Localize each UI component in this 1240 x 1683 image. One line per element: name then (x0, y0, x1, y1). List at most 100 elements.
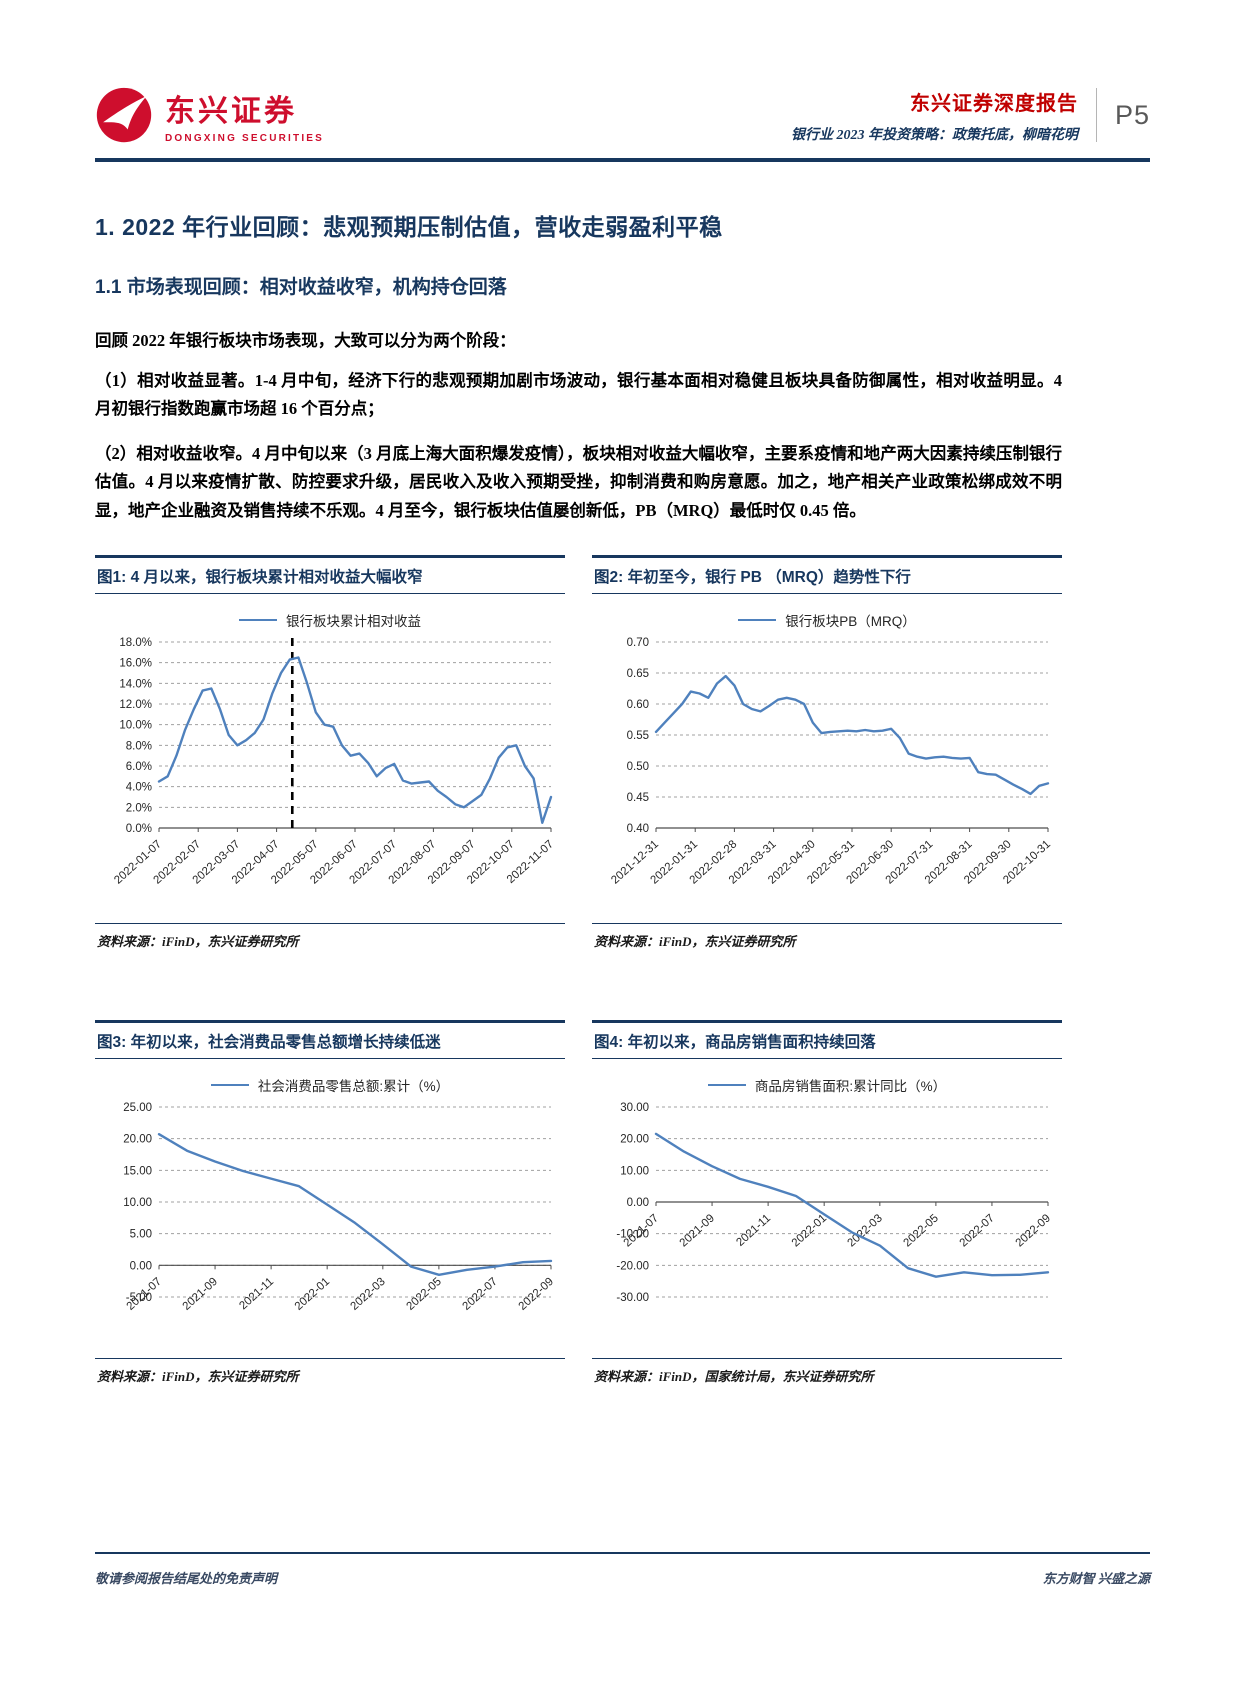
line-chart-svg: -30.00 -20.00 -10.00 0.00 10.00 20.00 30.00 202… (616, 1102, 1053, 1304)
svg-text:15.00: 15.00 (123, 1165, 152, 1177)
figure-3-legend: 社会消费品零售总额:累计（%） (95, 1075, 565, 1095)
svg-text:0.60: 0.60 (627, 699, 649, 711)
svg-text:2021-09: 2021-09 (678, 1212, 717, 1249)
svg-text:2021-11: 2021-11 (237, 1276, 276, 1313)
svg-text:16.0%: 16.0% (119, 658, 152, 670)
figure-4-title: 图4: 年初以来，商品房销售面积持续回落 (592, 1019, 1062, 1059)
footer-disclaimer: 敬请参阅报告结尾处的免责声明 (95, 1571, 278, 1586)
svg-text:4.0%: 4.0% (126, 782, 152, 794)
figure-4-legend: 商品房销售面积:累计同比（%） (592, 1075, 1062, 1095)
section-title: 1. 2022 年行业回顾：悲观预期压制估值，营收走弱盈利平稳 (95, 214, 723, 240)
report-subtitle: 银行业 2023 年投资策略：政策托底，柳暗花明 (790, 127, 1078, 143)
paragraph-2: （2）相对收益收窄。4 月中旬以来（3 月底上海大面积爆发疫情），板块相对收益大… (95, 443, 1062, 520)
brand: 东兴证券 DONGXING SECURITIES (95, 86, 324, 144)
figure-4-source: 资料来源：iFinD，国家统计局，东兴证券研究所 (592, 1357, 1062, 1385)
paragraph-1: （1）相对收益显著。1-4 月中旬，经济下行的悲观预期加剧市场波动，银行基本面相… (95, 371, 1062, 419)
svg-text:-30.00: -30.00 (616, 1292, 649, 1304)
legend-line-swatch (738, 618, 777, 621)
svg-text:2022-05: 2022-05 (901, 1212, 940, 1249)
svg-text:25.00: 25.00 (123, 1102, 152, 1114)
svg-text:0.00: 0.00 (130, 1260, 152, 1272)
svg-text:12.0%: 12.0% (119, 699, 152, 711)
svg-text:2.0%: 2.0% (126, 802, 152, 814)
svg-text:0.0%: 0.0% (126, 823, 152, 835)
svg-text:-5.00: -5.00 (126, 1292, 152, 1304)
svg-text:2022-07: 2022-07 (461, 1276, 500, 1313)
page-header: 东兴证券 DONGXING SECURITIES 东兴证券深度报告 银行业 20… (95, 86, 1150, 144)
figure-2-source: 资料来源：iFinD，东兴证券研究所 (592, 922, 1062, 950)
svg-text:2022-07: 2022-07 (958, 1212, 997, 1249)
brand-logo-icon (96, 87, 152, 143)
header-rule (95, 158, 1150, 162)
figure-4-legend-label: 商品房销售面积:累计同比（%） (754, 1078, 947, 1094)
svg-text:5.00: 5.00 (130, 1229, 152, 1241)
svg-text:0.50: 0.50 (627, 761, 649, 773)
svg-text:0.65: 0.65 (627, 668, 649, 680)
svg-text:6.0%: 6.0% (126, 761, 152, 773)
line-chart-svg: -5.000.005.0010.0015.0020.0025.002021-07… (123, 1102, 556, 1313)
figure-1-source: 资料来源：iFinD，东兴证券研究所 (95, 922, 565, 950)
svg-text:20.00: 20.00 (123, 1134, 152, 1146)
svg-text:2022-09: 2022-09 (517, 1276, 556, 1313)
svg-text:2022-01: 2022-01 (293, 1276, 332, 1313)
figure-1-legend: 银行板块累计相对收益 (95, 610, 565, 630)
svg-text:2021-09: 2021-09 (181, 1276, 220, 1313)
svg-text:2021-11: 2021-11 (734, 1212, 773, 1249)
figure-grid: 图1: 4 月以来，银行板块累计相对收益大幅收窄 银行板块累计相对收益 0.0%… (95, 554, 1062, 1385)
lead-paragraph: 回顾 2022 年银行板块市场表现，大致可以分为两个阶段： (95, 331, 516, 350)
legend-line-swatch (707, 1083, 746, 1086)
figure-3: 图3: 年初以来，社会消费品零售总额增长持续低迷 社会消费品零售总额:累计（%）… (95, 1019, 565, 1385)
figure-4: 图4: 年初以来，商品房销售面积持续回落 商品房销售面积:累计同比（%） -30… (592, 1019, 1062, 1385)
legend-line-swatch (210, 1083, 249, 1086)
svg-text:-10.00: -10.00 (616, 1229, 649, 1241)
svg-text:10.00: 10.00 (123, 1197, 152, 1209)
header-divider (1095, 88, 1097, 142)
figure-3-chart: -5.00 0.00 5.00 10.00 15.00 20.00 25.00 2021-07… (95, 1097, 565, 1354)
svg-text:2022-03: 2022-03 (348, 1276, 387, 1313)
figure-1-chart: 0.0% 2.0% 4.0% 6.0% 8.0% 10.0% 12.0% 14.0% 16.0%… (95, 632, 565, 919)
svg-text:0.40: 0.40 (627, 823, 649, 835)
svg-text:14.0%: 14.0% (119, 678, 152, 690)
svg-text:2022-05: 2022-05 (404, 1276, 443, 1313)
main-content: 1. 2022 年行业回顾：悲观预期压制估值，营收走弱盈利平稳 1.1 市场表现… (95, 208, 1062, 1385)
figure-1: 图1: 4 月以来，银行板块累计相对收益大幅收窄 银行板块累计相对收益 0.0%… (95, 554, 565, 950)
svg-text:-20.00: -20.00 (616, 1260, 649, 1272)
svg-text:0.70: 0.70 (627, 637, 649, 649)
legend-line-swatch (239, 618, 277, 621)
figure-3-title: 图3: 年初以来，社会消费品零售总额增长持续低迷 (95, 1019, 565, 1059)
footer-row: 敬请参阅报告结尾处的免责声明 东方财智 兴盛之源 (95, 1568, 1150, 1587)
brand-text: 东兴证券 DONGXING SECURITIES (165, 86, 324, 144)
header-right: 东兴证券深度报告 银行业 2023 年投资策略：政策托底，柳暗花明 P5 (791, 87, 1150, 144)
subsection-title: 1.1 市场表现回顾：相对收益收窄，机构持仓回落 (95, 277, 507, 298)
line-chart-svg: 0.400.450.500.550.600.650.702021-12-3120… (609, 637, 1053, 887)
figure-1-legend-label: 银行板块累计相对收益 (286, 613, 421, 629)
footer-rule (95, 1552, 1150, 1554)
figure-2-legend-label: 银行板块PB（MRQ） (785, 613, 916, 629)
svg-text:2022-09: 2022-09 (1014, 1212, 1053, 1249)
line-chart-svg: 0.0% 2.0% 4.0% 6.0% 8.0% 10.0% 12.0% 14.0% 16.0%… (112, 637, 556, 887)
svg-text:8.0%: 8.0% (126, 740, 152, 752)
svg-text:0.00: 0.00 (627, 1197, 649, 1209)
figure-2: 图2: 年初至今，银行 PB （MRQ）趋势性下行 银行板块PB（MRQ） 0.… (592, 554, 1062, 950)
figure-4-chart: -30.00 -20.00 -10.00 0.00 10.00 20.00 30.00 202… (592, 1097, 1062, 1354)
svg-text:18.0%: 18.0% (119, 637, 152, 649)
report-meta: 东兴证券深度报告 银行业 2023 年投资策略：政策托底，柳暗花明 (791, 87, 1078, 144)
svg-text:2022-01: 2022-01 (790, 1212, 829, 1249)
svg-text:20.00: 20.00 (620, 1134, 649, 1146)
brand-name-cn: 东兴证券 (165, 95, 297, 128)
brand-name-en: DONGXING SECURITIES (165, 133, 325, 144)
figure-3-legend-label: 社会消费品零售总额:累计（%） (257, 1078, 450, 1094)
svg-text:10.0%: 10.0% (119, 720, 152, 732)
page-number: P5 (1114, 99, 1150, 130)
figure-2-title: 图2: 年初至今，银行 PB （MRQ）趋势性下行 (592, 554, 1062, 594)
footer-slogan: 东方财智 兴盛之源 (1042, 1571, 1150, 1586)
report-type: 东兴证券深度报告 (909, 92, 1078, 115)
figure-2-chart: 0.40 0.45 0.50 0.55 0.60 0.65 0.70 2021-12-31 20… (592, 632, 1062, 919)
svg-text:0.45: 0.45 (627, 792, 649, 804)
figure-2-legend: 银行板块PB（MRQ） (592, 610, 1062, 630)
figure-1-title: 图1: 4 月以来，银行板块累计相对收益大幅收窄 (95, 554, 565, 594)
figure-3-source: 资料来源：iFinD，东兴证券研究所 (95, 1357, 565, 1385)
svg-text:10.00: 10.00 (620, 1165, 649, 1177)
svg-text:30.00: 30.00 (620, 1102, 649, 1114)
